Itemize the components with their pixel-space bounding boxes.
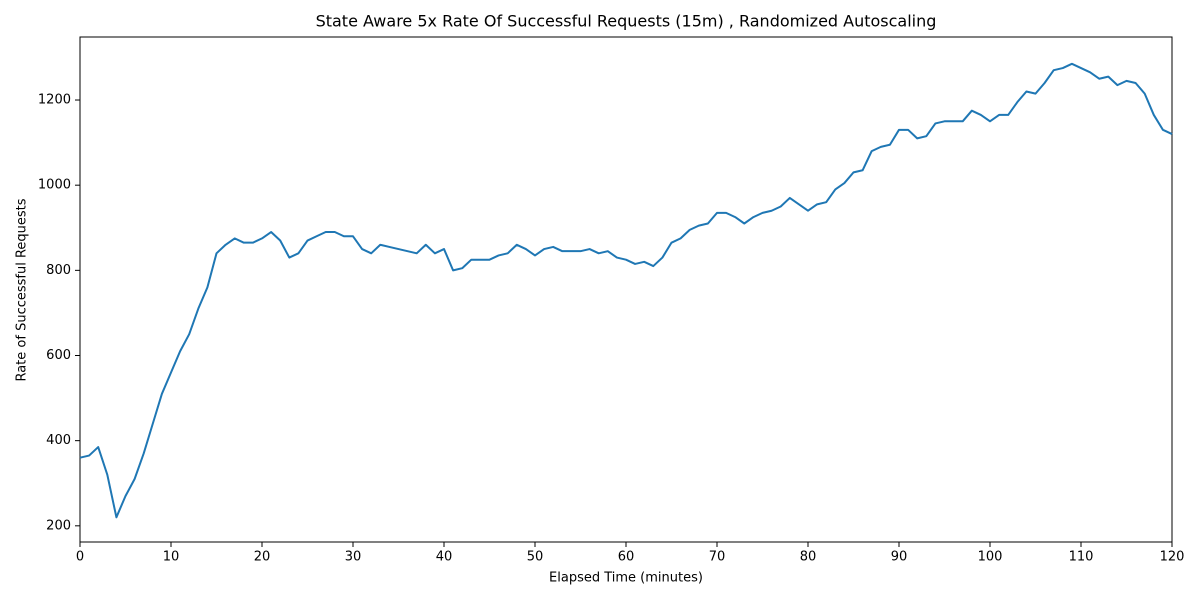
y-tick-label: 200 [46, 518, 71, 533]
y-tick-label: 800 [46, 263, 71, 278]
plot-frame [79, 36, 1173, 543]
x-tick-label: 20 [254, 550, 271, 565]
y-tick-label: 600 [46, 348, 71, 363]
x-tick-label: 10 [163, 550, 180, 565]
x-axis-label: Elapsed Time (minutes) [549, 571, 703, 586]
x-tick-label: 90 [891, 550, 908, 565]
x-tick-label: 50 [527, 550, 544, 565]
y-tick-label: 1000 [38, 178, 71, 193]
x-tick-label: 30 [345, 550, 362, 565]
x-tick-label: 80 [800, 550, 817, 565]
x-tick-label: 60 [618, 550, 635, 565]
chart-title: State Aware 5x Rate Of Successful Reques… [316, 12, 937, 31]
y-tick-label: 400 [46, 433, 71, 448]
x-tick-label: 40 [436, 550, 453, 565]
x-tick-label: 100 [978, 550, 1003, 565]
x-tick-label: 120 [1160, 550, 1185, 565]
x-tick-label: 110 [1069, 550, 1094, 565]
x-tick-label: 70 [709, 550, 726, 565]
data-line [79, 62, 1173, 519]
y-axis-label: Rate of Successful Requests [15, 198, 30, 381]
x-tick-label: 0 [76, 550, 84, 565]
y-tick-label: 1200 [38, 93, 71, 108]
